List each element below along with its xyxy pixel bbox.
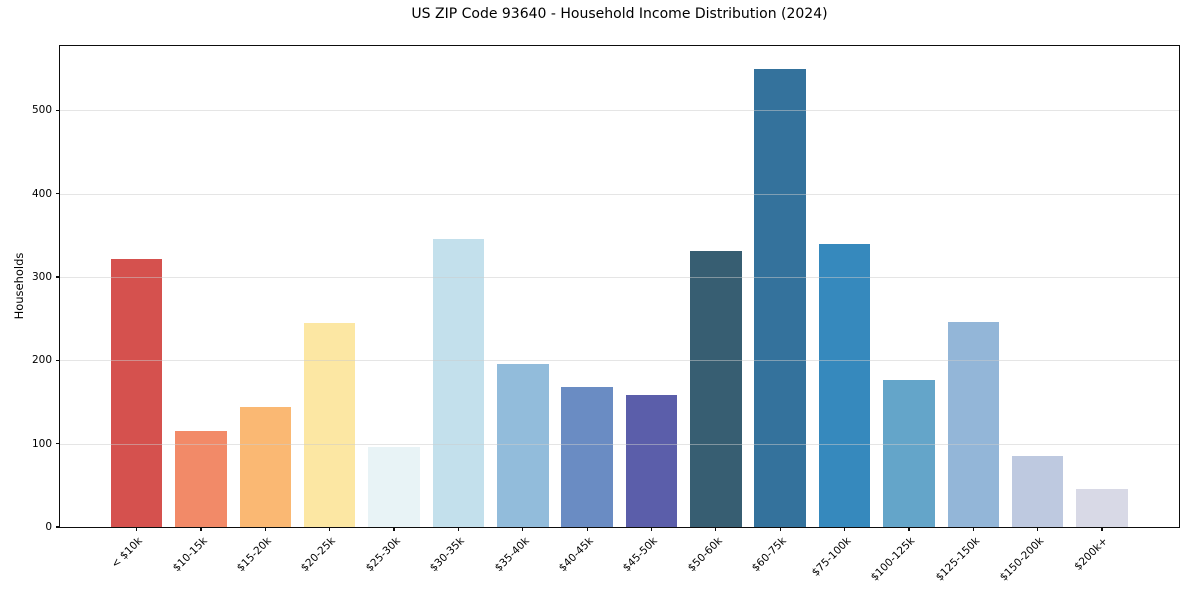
plot-area: 0 100 200 300 400 500 < $10k $10-15k $15-20k $20…: [32, 45, 1180, 584]
bar-75-100k: [818, 243, 871, 527]
x-axis-ticks-group: < $10k $10-15k $15-20k $20-25k $25-30k $30-35…: [60, 46, 1179, 584]
chart-title: US ZIP Code 93640 - Household Income Dis…: [411, 6, 828, 22]
bar-200k: [1076, 488, 1128, 527]
x-tick-mark-50-60k: [715, 527, 717, 531]
bars-group: [60, 46, 1179, 527]
y-tick-mark-500: [56, 109, 60, 111]
bar-45-50k: [625, 395, 678, 527]
x-tick-mark-200k: [1101, 527, 1103, 531]
y-tick-mark-200: [56, 359, 60, 361]
bar-30-35k: [432, 239, 485, 527]
y-axis-ticks-group: 0 100 200 300 400 500: [32, 46, 1179, 533]
bar-35-40k: [497, 364, 549, 527]
x-tick-mark-15-20k: [264, 527, 266, 531]
x-tick-label-text: $25-30k: [363, 535, 403, 575]
x-tick-label-text: $125-150k: [933, 535, 982, 584]
x-tick-label-text: < $10k: [109, 535, 146, 571]
x-tick-label-text: $50-60k: [685, 535, 725, 575]
x-tick-mark-75-100k: [843, 527, 846, 531]
x-tick-label-text: $100-125k: [868, 535, 918, 584]
x-tick-mark-35-40k: [522, 527, 524, 531]
bar-15-20k: [239, 406, 292, 527]
bar-10k: [110, 259, 163, 527]
bar-100-125k: [883, 380, 935, 527]
x-tick-label-text: $35-40k: [492, 535, 532, 575]
y-tick-mark-300: [56, 276, 60, 278]
x-tick-label-text: $15-20k: [234, 535, 274, 575]
y-tick-mark-0: [56, 526, 60, 528]
x-tick-mark-10-15k: [200, 527, 202, 531]
bar-25-30k: [368, 446, 420, 527]
x-tick-mark-10k: [136, 527, 138, 531]
y-axis-label: Households: [12, 252, 26, 320]
bar-40-45k: [561, 386, 613, 527]
x-tick-label-text: $10-15k: [170, 535, 210, 575]
y-tick-label-300: 300: [31, 270, 52, 283]
y-tick-label-200: 200: [31, 354, 52, 367]
bar-20-25k: [303, 322, 356, 527]
x-tick-label-text: $45-50k: [620, 535, 660, 575]
bar-125-150k: [947, 321, 1000, 527]
x-tick-mark-125-150k: [972, 527, 974, 531]
x-tick-label-text: $150-200k: [997, 535, 1047, 584]
x-tick-mark-45-50k: [650, 527, 653, 531]
bar-50-60k: [690, 251, 742, 527]
x-tick-label-text: $30-35k: [427, 535, 467, 575]
x-tick-label-text: $200k+: [1072, 535, 1111, 573]
x-tick-mark-25-30k: [393, 527, 395, 531]
y-tick-label-0: 0: [45, 520, 52, 533]
x-tick-mark-20-25k: [329, 527, 331, 531]
bar-60-75k: [754, 68, 806, 527]
y-tick-label-500: 500: [31, 103, 52, 116]
x-tick-label-text: $20-25k: [299, 535, 339, 575]
x-tick-mark-40-45k: [586, 527, 588, 531]
x-tick-label-text: $60-75k: [749, 535, 789, 575]
y-tick-label-100: 100: [31, 437, 52, 450]
x-tick-label-text: $40-45k: [556, 535, 596, 575]
bar-10-15k: [175, 431, 227, 527]
x-tick-mark-150-200k: [1037, 527, 1039, 531]
x-tick-mark-30-35k: [457, 527, 460, 531]
y-tick-label-400: 400: [31, 187, 52, 200]
y-tick-mark-100: [56, 443, 60, 445]
x-tick-mark-60-75k: [779, 527, 781, 531]
y-tick-mark-400: [56, 192, 60, 195]
x-tick-label-text: $75-100k: [809, 535, 854, 579]
x-tick-mark-100-125k: [908, 527, 910, 531]
bar-150-200k: [1011, 456, 1064, 527]
